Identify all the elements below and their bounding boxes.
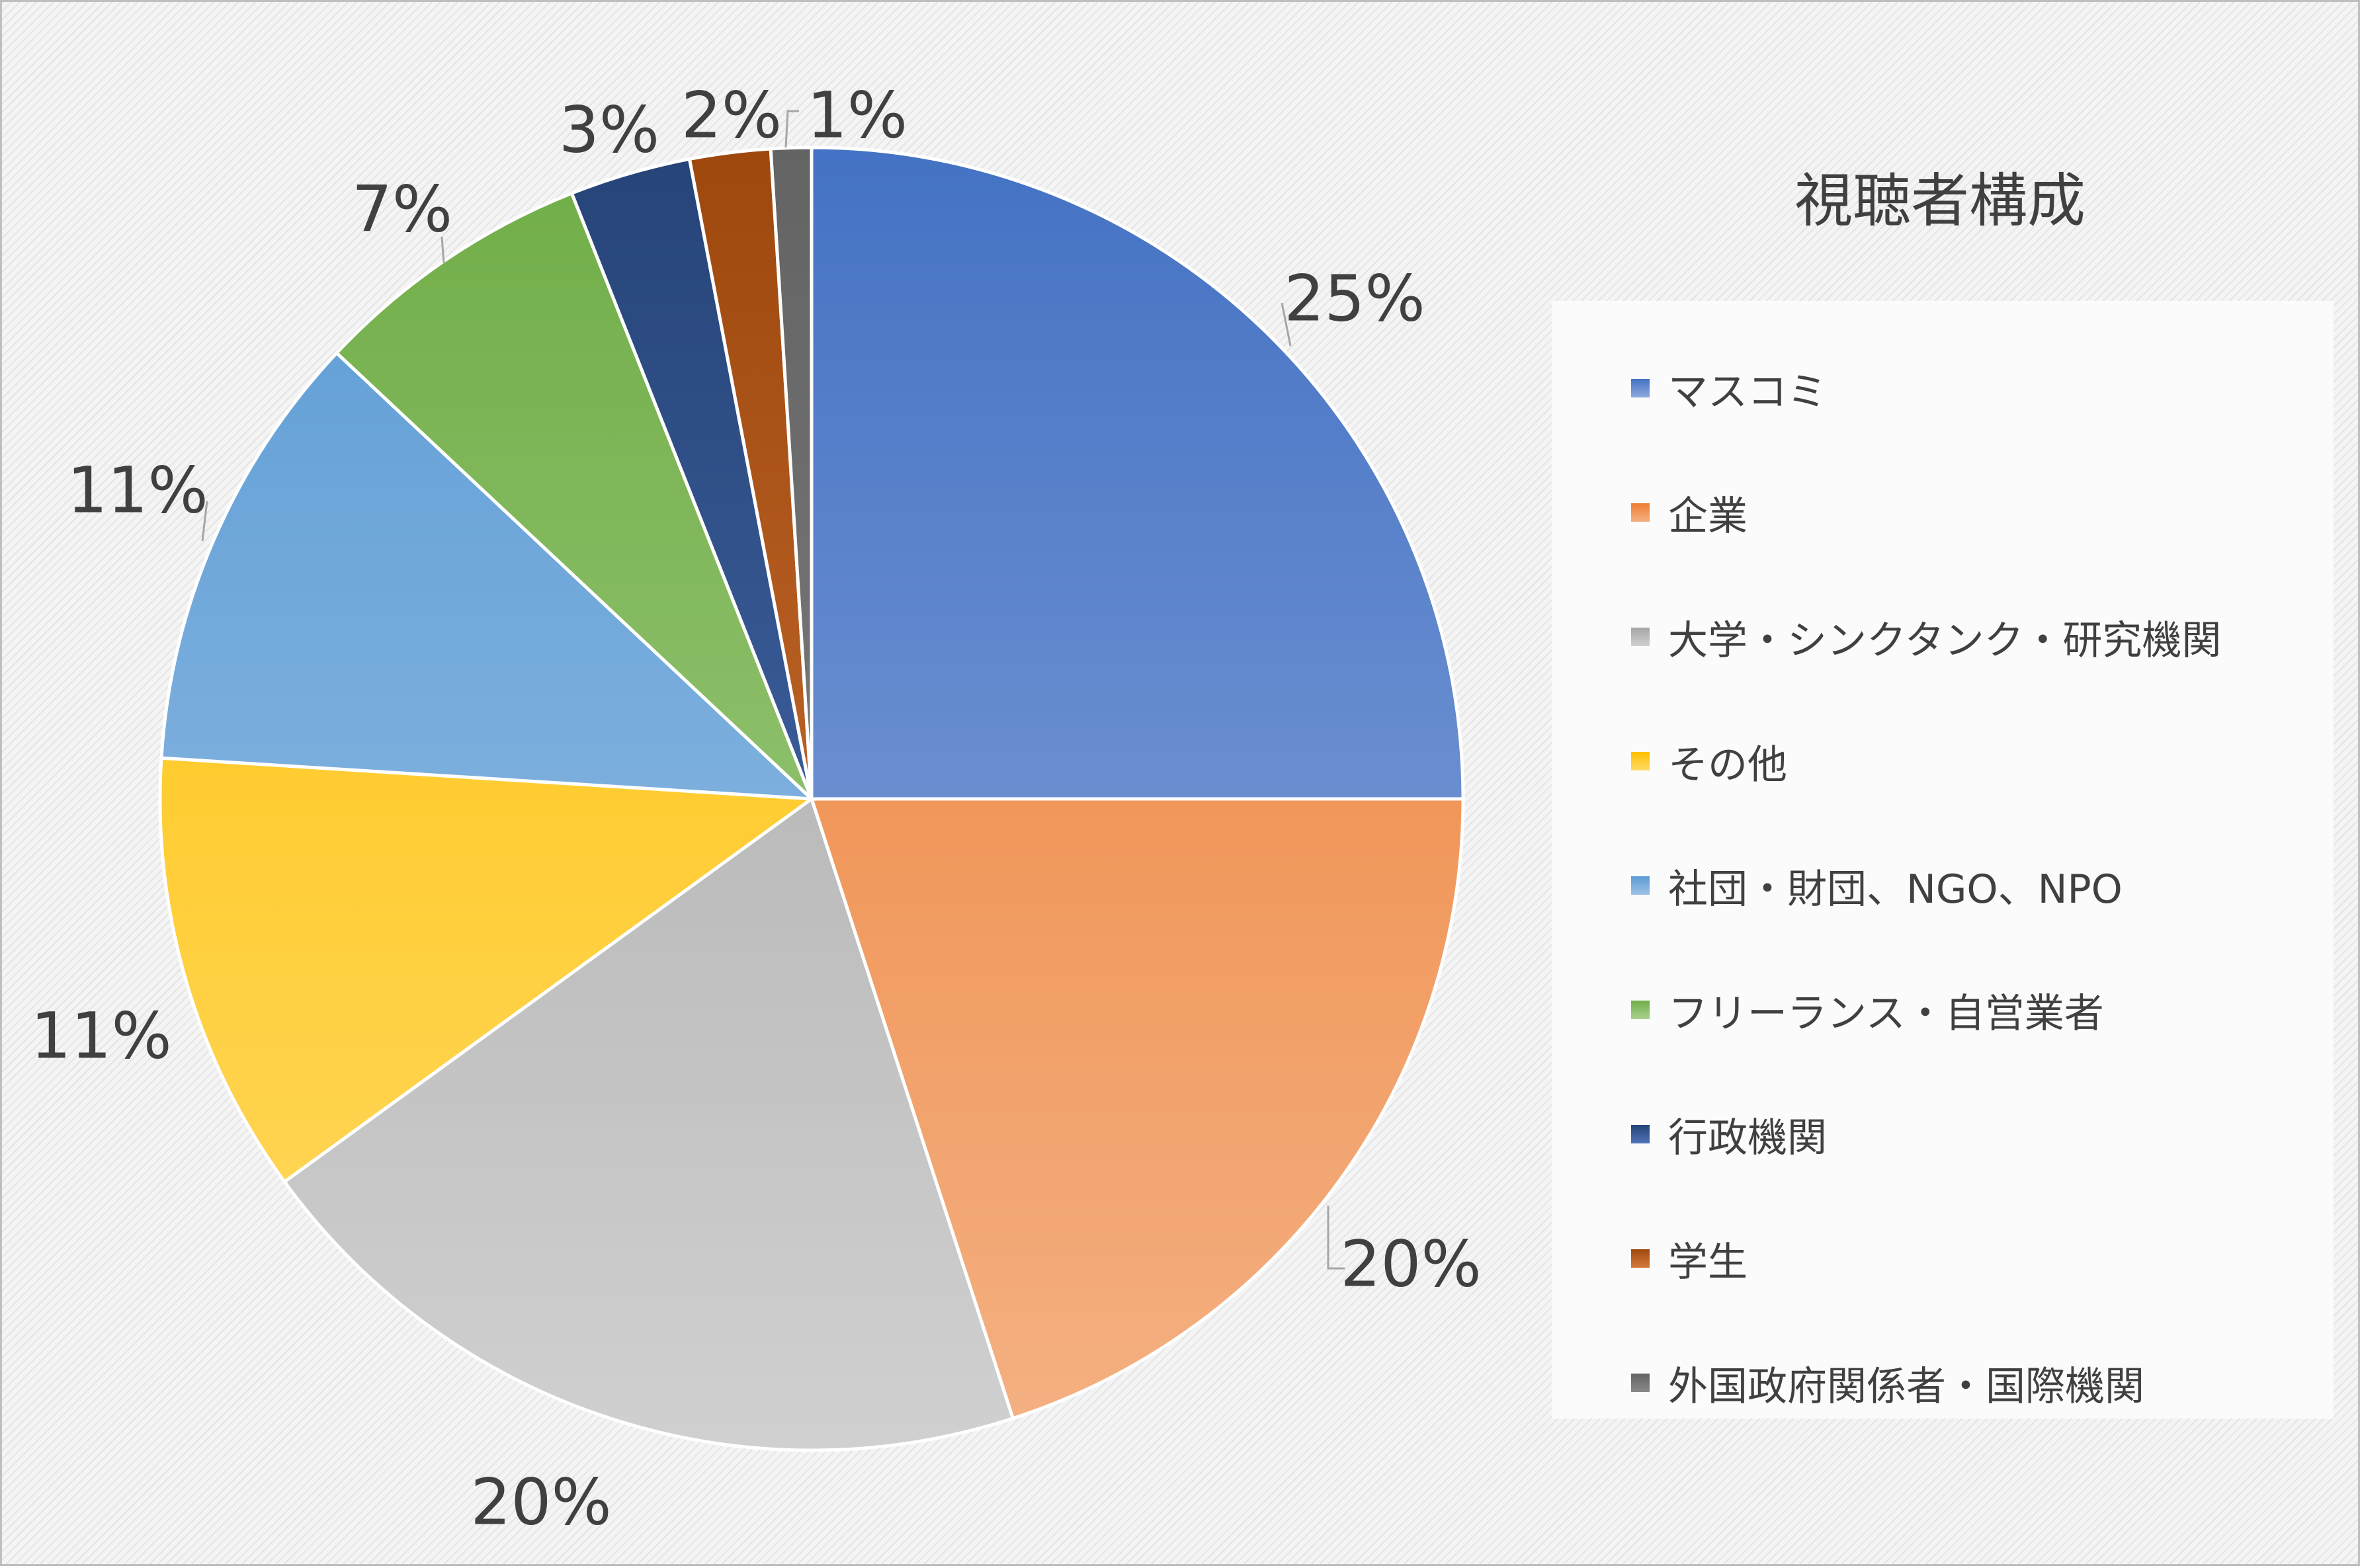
legend-item: 企業 (1631, 450, 2334, 575)
legend-swatch (1631, 1001, 1650, 1019)
legend-item: その他 (1631, 699, 2334, 823)
data-label: 1% (807, 78, 907, 152)
legend-label: 行政機関 (1668, 1114, 1827, 1161)
leader-line (784, 110, 799, 148)
data-label: 7% (352, 172, 452, 246)
legend-item: 行政機関 (1631, 1072, 2334, 1196)
legend-label: フリーランス・自営業者 (1668, 990, 2104, 1037)
chart-title: 視聴者構成 (1794, 167, 2086, 235)
leader-lines (201, 110, 1345, 1270)
legend-swatch (1631, 503, 1650, 522)
legend-item: 外国政府関係者・国際機関 (1631, 1321, 2334, 1445)
legend-swatch (1631, 628, 1650, 646)
legend-item: マスコミ (1631, 326, 2334, 450)
pie-slice (282, 796, 1015, 1452)
legend-swatch (1631, 752, 1650, 770)
legend-swatch (1631, 379, 1650, 397)
legend-label: 外国政府関係者・国際機関 (1668, 1363, 2144, 1410)
data-label: 11% (30, 999, 171, 1073)
data-labels: 25% 20% 20% 11% 11% 7% 3% 2% 1% (30, 78, 1481, 1539)
pie-slice (334, 190, 814, 800)
legend: マスコミ企業大学・シンクタンク・研究機関 その他社団・財団、NGO、NPO フリーラ… (1552, 301, 2334, 1419)
pie-slice (159, 351, 816, 801)
legend-item: フリーランス・自営業者 (1631, 948, 2334, 1072)
data-label: 11% (67, 453, 208, 527)
pie-slice (158, 756, 817, 1184)
legend-label: 学生 (1668, 1239, 1748, 1286)
legend-label: 社団・財団、NGO、NPO (1668, 866, 2123, 913)
legend-label: その他 (1668, 741, 1787, 788)
data-label: 20% (470, 1465, 611, 1539)
legend-swatch (1631, 1249, 1650, 1268)
leader-line (201, 501, 208, 542)
leader-line (1327, 1206, 1345, 1270)
leader-line (441, 236, 445, 264)
data-label: 20% (1340, 1227, 1481, 1301)
data-label: 3% (559, 93, 659, 167)
leader-line (1281, 302, 1292, 347)
legend-item: 大学・シンクタンク・研究機関 (1631, 575, 2334, 699)
pie-slice (810, 145, 1465, 801)
legend-item: 社団・財団、NGO、NPO (1631, 823, 2334, 948)
legend-label: 企業 (1668, 493, 1748, 540)
legend-swatch (1631, 876, 1650, 895)
legend-label: 大学・シンクタンク・研究機関 (1668, 617, 2222, 664)
pie-slices (158, 145, 1465, 1452)
data-label: 2% (681, 78, 782, 152)
legend-swatch (1631, 1374, 1650, 1392)
legend-label: マスコミ (1668, 368, 1827, 415)
data-label: 25% (1284, 261, 1425, 335)
legend-item: 学生 (1631, 1196, 2334, 1321)
pie-slice (769, 145, 814, 800)
pie-slice (809, 797, 1465, 1421)
legend-swatch (1631, 1125, 1650, 1143)
